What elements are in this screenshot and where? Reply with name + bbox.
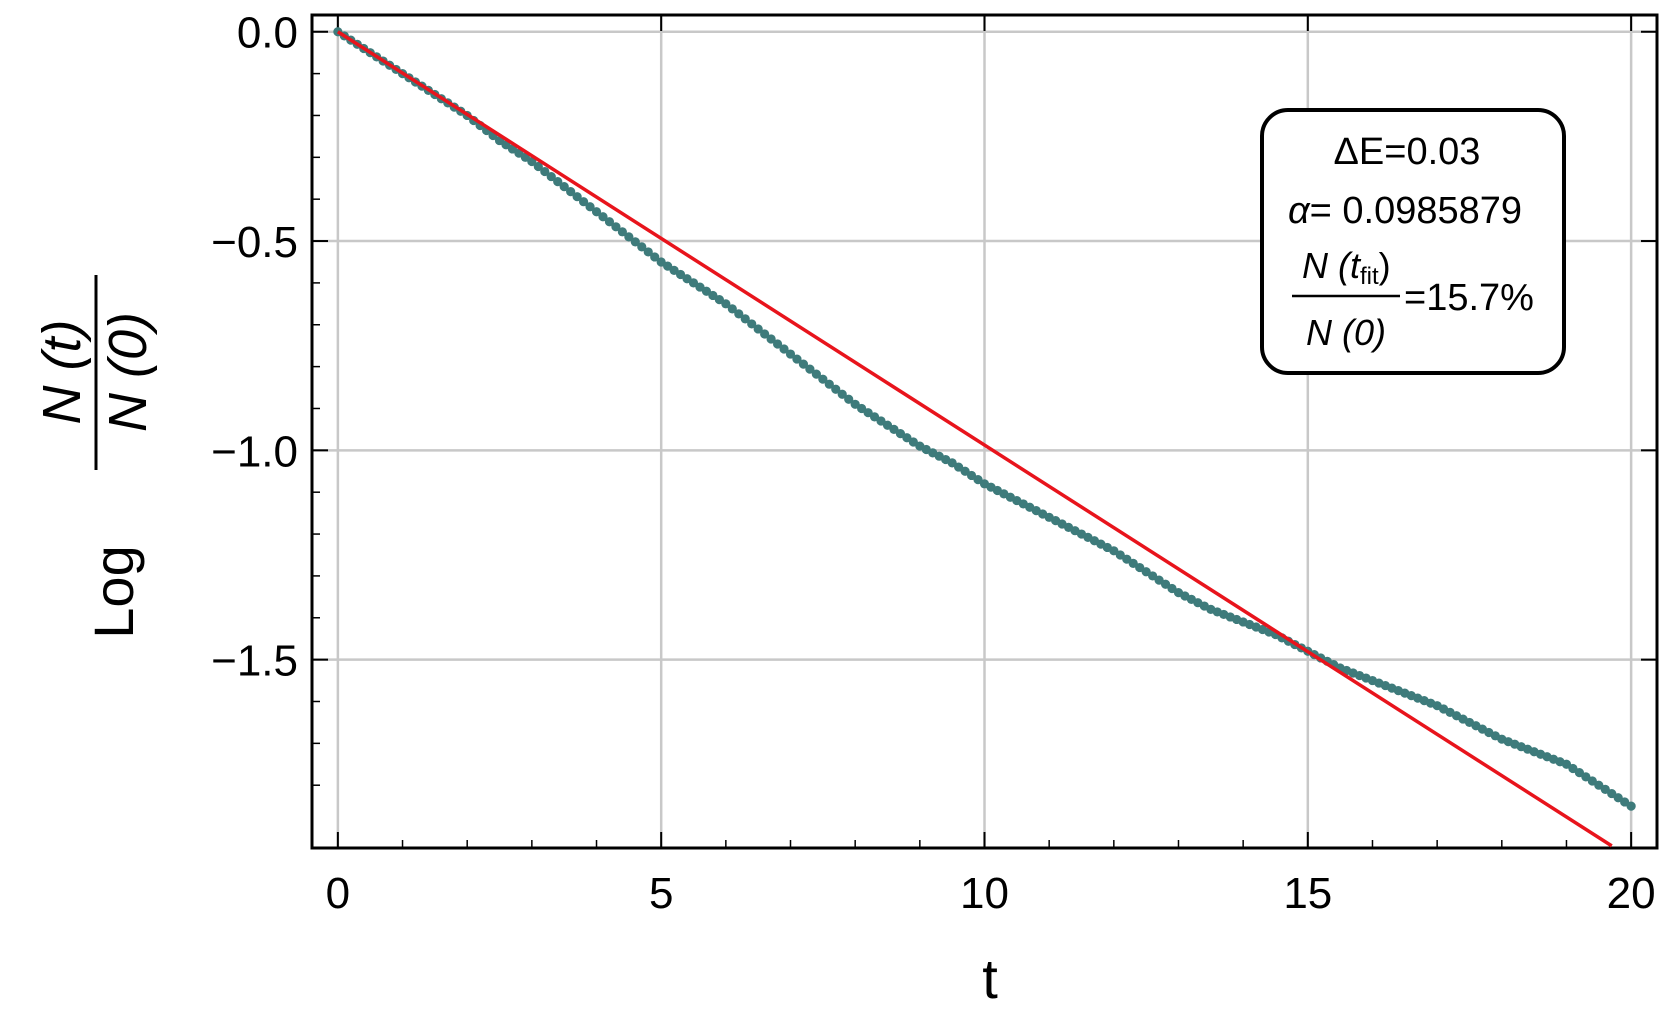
data-point xyxy=(578,197,589,207)
data-point xyxy=(553,177,563,187)
annotation-box: ΔE=0.03 α= 0.0985879 N (tfit) N (0) =15.… xyxy=(1260,108,1566,375)
data-point xyxy=(747,319,757,329)
annotation-alpha: α= 0.0985879 xyxy=(1288,190,1522,232)
fit-line xyxy=(336,30,1613,848)
data-point xyxy=(1458,714,1468,724)
data-point xyxy=(973,475,983,485)
y-tick-label: −0.5 xyxy=(211,218,298,267)
data-point xyxy=(740,314,750,324)
annotation-frac-numerator-b: ) xyxy=(1379,245,1391,286)
data-point xyxy=(805,364,815,374)
data-point xyxy=(818,374,828,384)
data-point xyxy=(792,354,802,364)
data-point xyxy=(811,369,821,379)
annotation-frac-numerator: N (tfit) xyxy=(1302,245,1391,290)
x-tick-label: 10 xyxy=(960,869,1009,918)
data-point xyxy=(779,344,789,354)
data-point xyxy=(1232,614,1242,625)
data-point xyxy=(533,161,543,172)
data-point xyxy=(624,232,634,242)
y-tick-label: −1.5 xyxy=(211,637,298,686)
data-point xyxy=(604,217,615,227)
data-point xyxy=(611,222,621,232)
data-point xyxy=(824,379,834,389)
data-point xyxy=(831,384,841,394)
data-point xyxy=(630,237,640,247)
data-point xyxy=(1587,776,1597,786)
y-axis-label-numerator: N (t) xyxy=(32,320,92,425)
y-axis-label: Log N (t) N (0) xyxy=(32,275,158,639)
tick-marks xyxy=(312,15,1657,848)
data-point xyxy=(585,202,595,212)
data-point xyxy=(650,252,660,262)
y-tick-label: 0.0 xyxy=(237,9,298,58)
data-point xyxy=(1393,686,1403,696)
data-point xyxy=(772,339,783,349)
data-point xyxy=(844,394,854,404)
annotation-frame xyxy=(1260,108,1566,375)
data-point xyxy=(714,295,724,305)
data-point xyxy=(643,247,653,257)
data-point xyxy=(1361,673,1371,683)
data-point xyxy=(941,454,951,465)
data-point xyxy=(1523,744,1533,754)
data-point xyxy=(766,334,776,344)
data-point xyxy=(876,416,886,426)
data-point xyxy=(1199,601,1209,611)
data-point xyxy=(682,274,692,284)
data-point xyxy=(559,182,569,192)
annotation-frac-numerator-sub: fit xyxy=(1360,263,1379,290)
data-point xyxy=(837,389,847,399)
data-point xyxy=(1005,492,1015,502)
data-point xyxy=(1070,526,1080,536)
data-point xyxy=(1102,542,1112,553)
data-point xyxy=(637,242,647,252)
data-point xyxy=(1167,583,1177,594)
data-point xyxy=(591,207,602,217)
data-point xyxy=(1490,731,1500,741)
annotation-delta-e: ΔE=0.03 xyxy=(1334,131,1481,173)
x-tick-label: 0 xyxy=(326,869,350,918)
data-point xyxy=(727,304,737,314)
data-point xyxy=(1620,797,1630,807)
x-tick-label: 20 xyxy=(1607,869,1656,918)
y-axis-label-denominator: N (0) xyxy=(98,312,158,432)
annotation-frac-numerator-a: N (t xyxy=(1302,245,1362,286)
annotation-alpha-value: = 0.0985879 xyxy=(1310,190,1522,232)
data-point xyxy=(572,192,582,202)
x-tick-label: 15 xyxy=(1283,869,1332,918)
grid-lines xyxy=(312,15,1657,848)
data-point xyxy=(734,309,744,319)
x-tick-label: 5 xyxy=(649,869,673,918)
data-point xyxy=(546,171,556,182)
data-point xyxy=(760,329,770,339)
data-point xyxy=(566,187,576,197)
data-point xyxy=(617,227,627,237)
y-axis-label-prefix: Log xyxy=(82,545,145,638)
annotation-alpha-symbol: α xyxy=(1288,190,1311,232)
y-tick-label: −1.0 xyxy=(211,427,298,476)
data-point xyxy=(1555,757,1565,767)
annotation-frac-denominator: N (0) xyxy=(1306,312,1386,353)
x-axis-label: t xyxy=(982,947,998,1010)
data-point xyxy=(753,324,763,334)
data-point xyxy=(908,437,918,447)
annotation-frac-value: =15.7% xyxy=(1404,277,1534,319)
x-tick-labels: 0 5 10 15 20 xyxy=(326,869,1656,918)
data-point xyxy=(540,166,550,177)
data-point xyxy=(1038,509,1048,519)
data-point xyxy=(1426,698,1436,708)
y-tick-labels: 0.0 −0.5 −1.0 −1.5 xyxy=(211,9,298,686)
series-layer xyxy=(333,27,1636,848)
data-point xyxy=(598,212,608,222)
data-point xyxy=(798,359,809,369)
data-point xyxy=(1135,562,1145,573)
data-point xyxy=(785,349,796,359)
